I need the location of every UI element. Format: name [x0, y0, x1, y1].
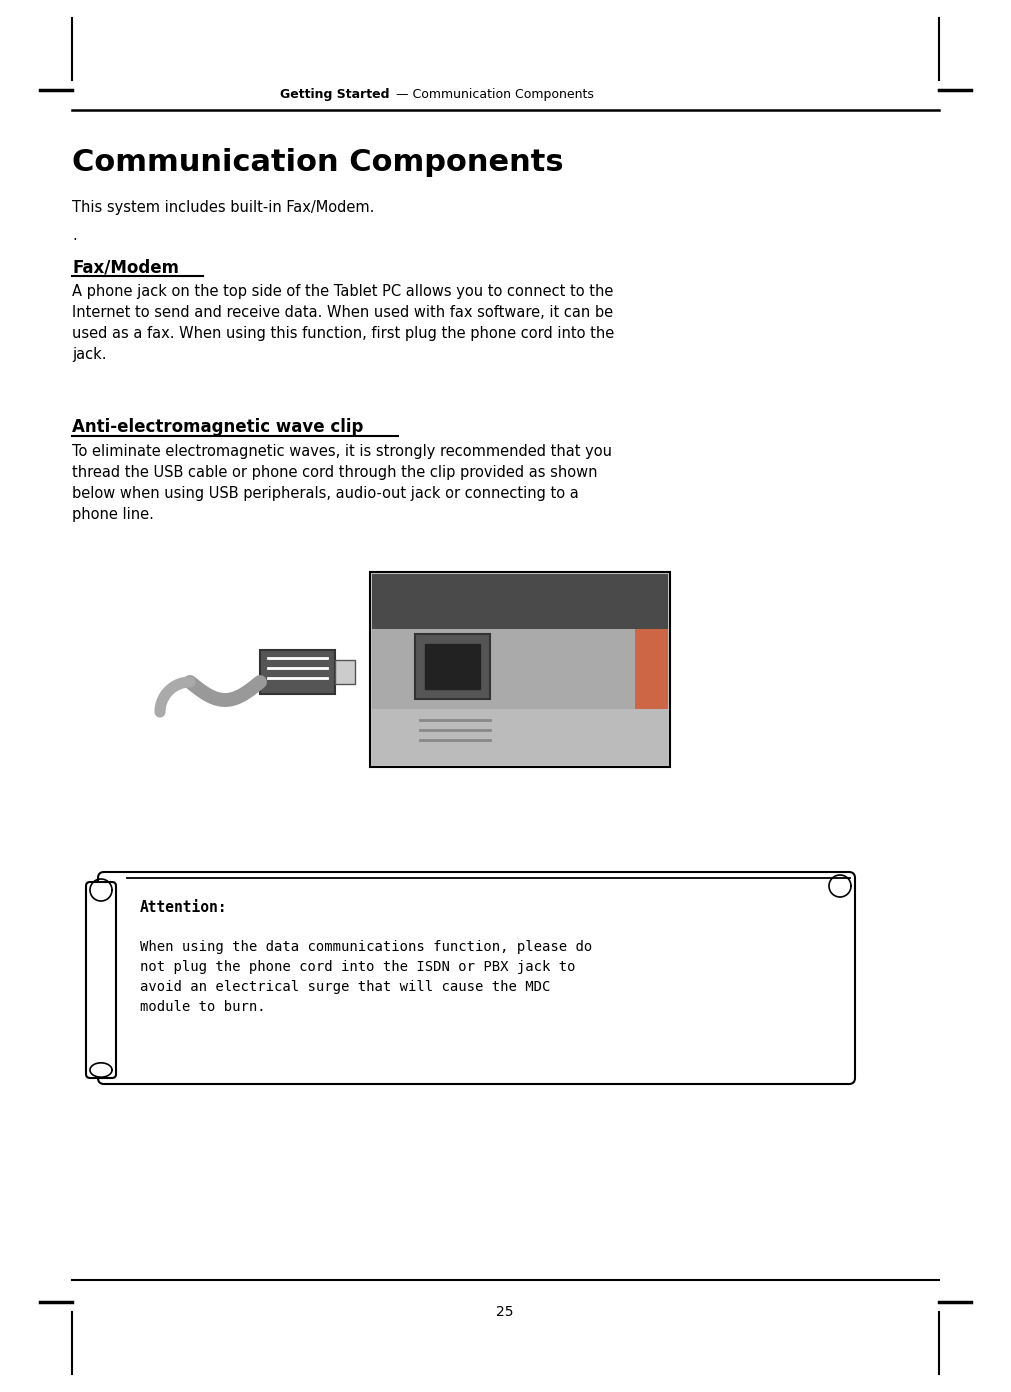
Text: Fax/Modem: Fax/Modem — [72, 258, 179, 276]
Text: — Communication Components: — Communication Components — [392, 88, 593, 102]
Text: Getting Started: Getting Started — [280, 88, 390, 102]
Bar — [415, 633, 490, 699]
Text: When using the data communications function, please do
not plug the phone cord i: When using the data communications funct… — [140, 940, 592, 1015]
Bar — [260, 650, 335, 695]
Text: This system includes built-in Fax/Modem.: This system includes built-in Fax/Modem. — [72, 200, 374, 214]
Text: .: . — [72, 228, 77, 244]
Text: Communication Components: Communication Components — [72, 148, 563, 177]
Text: A phone jack on the top side of the Tablet PC allows you to connect to the
Inter: A phone jack on the top side of the Tabl… — [72, 284, 615, 362]
Text: To eliminate electromagnetic waves, it is strongly recommended that you
thread t: To eliminate electromagnetic waves, it i… — [72, 444, 612, 522]
Text: 25: 25 — [496, 1306, 514, 1320]
FancyBboxPatch shape — [370, 572, 670, 767]
Bar — [372, 709, 668, 766]
Bar — [372, 574, 668, 629]
Text: Anti-electromagnetic wave clip: Anti-electromagnetic wave clip — [72, 418, 363, 436]
Text: Attention:: Attention: — [140, 901, 227, 915]
Bar — [425, 644, 480, 689]
Bar — [635, 629, 668, 709]
FancyBboxPatch shape — [98, 871, 855, 1084]
FancyBboxPatch shape — [86, 883, 116, 1077]
Bar — [372, 629, 668, 709]
Bar — [335, 660, 355, 683]
